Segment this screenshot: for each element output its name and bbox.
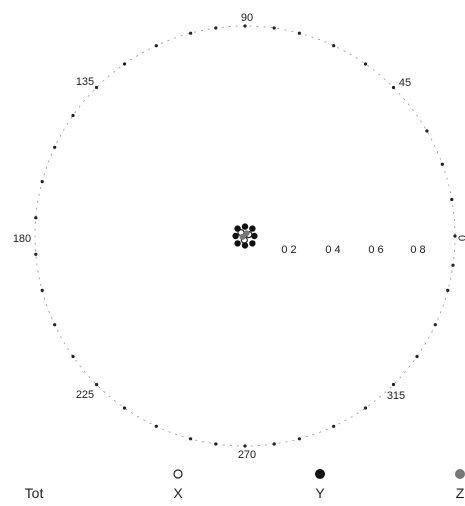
data-point-y-0 <box>251 232 258 240</box>
radial-tick-label-0-2: 0 2 <box>281 244 296 256</box>
data-point-tot-0 <box>453 234 457 238</box>
data-point-tot-10 <box>214 26 218 30</box>
data-point-tot-35 <box>433 323 437 327</box>
data-point-tot-26 <box>189 437 193 441</box>
angle-label-135: 135 <box>76 76 94 88</box>
data-point-tot-2 <box>440 162 444 166</box>
data-point-tot-15 <box>71 113 75 118</box>
data-point-tot-21 <box>53 323 57 327</box>
legend-label-x: X <box>173 485 183 501</box>
data-point-y-4 <box>232 232 239 240</box>
angle-label-315: 315 <box>387 390 405 402</box>
data-point-tot-20 <box>40 288 44 292</box>
data-point-tot-30 <box>297 437 301 441</box>
data-point-tot-17 <box>40 180 44 184</box>
data-point-tot-36 <box>446 288 450 292</box>
data-point-tot-14 <box>94 85 99 90</box>
legend-marker-y <box>315 469 325 479</box>
data-point-tot-32 <box>363 406 368 410</box>
data-point-tot-7 <box>297 31 301 35</box>
angle-label-225: 225 <box>76 389 94 401</box>
legend: Tot X Y Z <box>25 469 465 501</box>
data-point-y-2 <box>241 223 249 230</box>
data-points <box>34 24 457 448</box>
data-point-y-3 <box>234 225 241 232</box>
data-point-tot-18 <box>34 216 38 220</box>
data-point-tot-3 <box>425 129 429 133</box>
data-point-tot-12 <box>154 44 158 48</box>
data-point-tot-27 <box>214 442 218 446</box>
angle-label-90: 90 <box>241 12 253 24</box>
data-point-tot-5 <box>363 62 368 66</box>
angle-label-180: 180 <box>13 233 31 245</box>
data-point-z-0 <box>243 230 250 237</box>
data-point-tot-16 <box>53 145 57 149</box>
data-point-tot-31 <box>332 424 336 428</box>
data-point-tot-9 <box>243 24 247 28</box>
data-point-tot-6 <box>332 44 336 48</box>
legend-marker-z <box>455 469 465 479</box>
data-point-tot-24 <box>122 406 127 410</box>
data-point-tot-25 <box>154 424 158 428</box>
data-point-y-1 <box>249 225 256 232</box>
data-point-tot-8 <box>272 26 276 30</box>
angle-label-45: 45 <box>399 77 411 89</box>
data-point-tot-23 <box>94 382 99 387</box>
data-point-tot-11 <box>189 31 193 35</box>
angle-label-270: 270 <box>238 449 256 461</box>
angle-label-0: 0 <box>457 235 465 241</box>
radial-tick-label-0-8: 0 8 <box>410 244 425 256</box>
data-point-tot-37 <box>451 263 455 267</box>
data-point-tot-19 <box>34 252 38 256</box>
data-point-y-7 <box>249 240 256 247</box>
data-point-y-6 <box>241 242 249 249</box>
data-point-tot-4 <box>391 85 396 90</box>
data-point-tot-22 <box>71 354 75 359</box>
data-point-tot-13 <box>122 62 127 66</box>
data-point-tot-29 <box>272 442 276 446</box>
legend-marker-x <box>173 469 183 479</box>
data-point-tot-1 <box>450 197 454 202</box>
legend-label-z: Z <box>456 485 465 501</box>
legend-label-y: Y <box>315 485 325 501</box>
data-point-tot-28 <box>243 444 247 448</box>
radial-tick-label-0-4: 0 4 <box>325 244 340 256</box>
radial-tick-label-0-6: 0 6 <box>368 244 383 256</box>
data-point-y-5 <box>234 240 241 247</box>
data-point-z-1 <box>239 233 246 240</box>
data-point-tot-33 <box>391 382 396 387</box>
data-point-tot-34 <box>415 354 419 359</box>
legend-label-tot: Tot <box>25 485 44 501</box>
